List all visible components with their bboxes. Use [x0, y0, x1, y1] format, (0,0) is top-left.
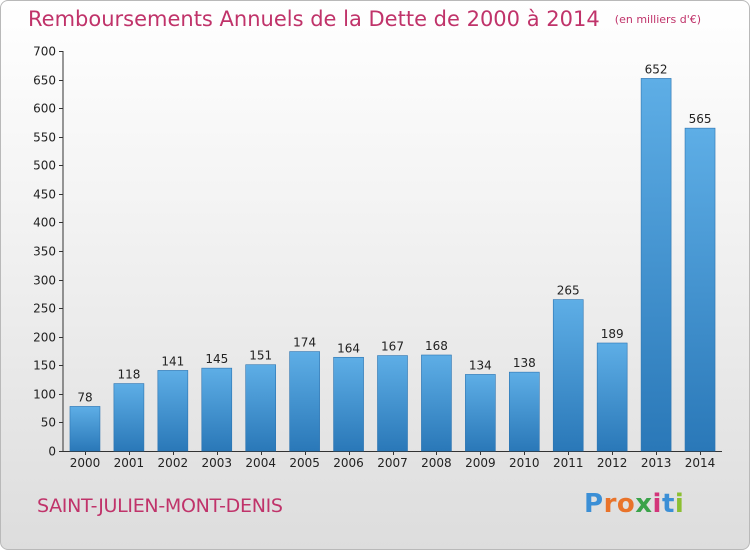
y-tick-label: 250: [33, 302, 56, 316]
bar: [377, 355, 408, 452]
bar: [640, 78, 672, 452]
data-label: 78: [77, 390, 92, 404]
y-tick-label: 200: [33, 331, 56, 345]
y-tick-label: 400: [33, 216, 56, 230]
y-tick-label: 350: [33, 245, 56, 259]
y-tick-label: 50: [41, 416, 56, 430]
y-axis: 0 50 100 150 200 250 300 350 400 450 500 550 600 650 7…: [33, 45, 64, 459]
bar: [465, 374, 496, 452]
x-tick-label: 2012: [597, 456, 628, 470]
y-tick-label: 300: [33, 274, 56, 288]
y-tick-label: 150: [33, 359, 56, 373]
x-tick-label: 2014: [685, 456, 716, 470]
data-labels: 78 118 141 145 151 174 164 167 168 134 138 265 189 65…: [77, 62, 711, 404]
y-tick-label: 450: [33, 188, 56, 202]
y-tick-label: 650: [33, 74, 56, 88]
x-tick-label: 2007: [377, 456, 408, 470]
bar: [245, 364, 276, 452]
x-tick-label: 2005: [289, 456, 320, 470]
x-tick-label: 2001: [114, 456, 145, 470]
x-tick-label: 2011: [553, 456, 584, 470]
data-label: 652: [645, 62, 668, 76]
x-tick-label: 2013: [641, 456, 672, 470]
y-tick-label: 0: [48, 445, 56, 459]
data-label: 167: [381, 340, 404, 354]
x-tick-label: 2003: [201, 456, 232, 470]
x-tick-label: 2002: [158, 456, 189, 470]
y-tick-label: 700: [33, 45, 56, 59]
x-tick-label: 2004: [245, 456, 276, 470]
y-tick-label: 500: [33, 159, 56, 173]
chart-title: Remboursements Annuels de la Dette de 20…: [28, 7, 600, 31]
bar: [684, 127, 716, 452]
x-tick-label: 2006: [333, 456, 364, 470]
bar: [333, 356, 364, 452]
bars: [69, 78, 716, 452]
data-label: 565: [689, 112, 712, 126]
bar: [157, 370, 189, 452]
y-tick-label: 100: [33, 388, 56, 402]
data-label: 118: [117, 368, 140, 382]
bar: [421, 354, 452, 452]
bar: [508, 371, 540, 452]
bar: [113, 383, 145, 452]
bar: [69, 406, 101, 452]
data-label: 141: [161, 354, 184, 368]
x-tick-label: 2010: [509, 456, 540, 470]
proxiti-logo: Proxiti: [584, 489, 685, 519]
x-tick-label: 2000: [70, 456, 101, 470]
data-label: 189: [601, 327, 624, 341]
bar: [201, 367, 233, 452]
x-axis: 2000 2001 2002 2003 2004 2005 2006 2007 2008 2009…: [63, 451, 722, 470]
bar: [596, 342, 628, 452]
data-label: 134: [469, 358, 492, 372]
data-label: 138: [513, 356, 536, 370]
data-label: 145: [205, 352, 228, 366]
y-tick-label: 550: [33, 131, 56, 145]
data-label: 168: [425, 339, 448, 353]
data-label: 151: [249, 349, 272, 363]
x-tick-label: 2008: [421, 456, 452, 470]
x-tick-label: 2009: [465, 456, 496, 470]
y-tick-label: 600: [33, 102, 56, 116]
bar: [552, 299, 584, 452]
bar: [289, 351, 320, 452]
place-name: SAINT-JULIEN-MONT-DENIS: [37, 495, 283, 517]
data-label: 174: [293, 336, 316, 350]
title-row: Remboursements Annuels de la Dette de 20…: [28, 7, 701, 31]
data-label: 164: [337, 341, 360, 355]
data-label: 265: [557, 284, 580, 298]
chart-unit: (en milliers d'€): [614, 13, 702, 26]
